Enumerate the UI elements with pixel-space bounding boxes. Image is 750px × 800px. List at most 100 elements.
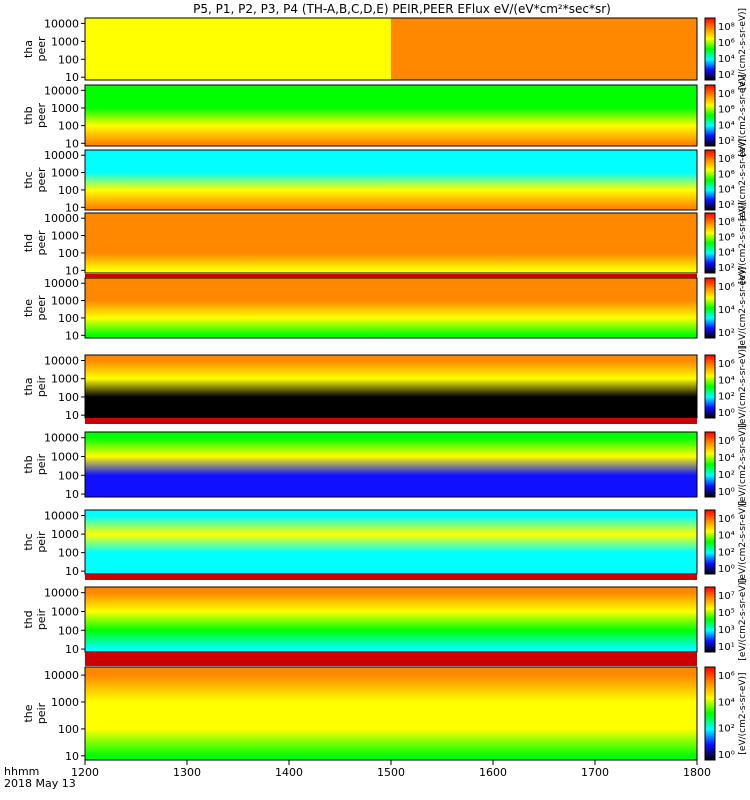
colorbar <box>704 666 716 761</box>
y-tick-label: 10000 <box>44 510 79 523</box>
figure-title: P5, P1, P2, P3, P4 (TH-A,B,C,D,E) PEIR,P… <box>193 2 611 16</box>
spectrogram-segment <box>85 18 391 80</box>
y-tick-label: 10 <box>65 565 79 578</box>
panel-tha-peir: 10 100 1000 10000 tha peir 10⁶ 10⁴ 10² 10⁰ [eV/(cm… <box>22 345 748 427</box>
x-tick-label: 1600 <box>479 766 507 779</box>
y-tick-label: 100 <box>58 547 79 560</box>
colorbar-tick-label: 10⁵ <box>718 608 735 619</box>
panel-thc-peir: 10 100 1000 10000 thc peir 10⁶ 10⁴ 10² 10⁰ [eV/(cm… <box>22 501 748 583</box>
colorbar <box>704 84 716 147</box>
colorbar-tick-label: 10⁴ <box>718 305 735 316</box>
y-tick-label: 10 <box>65 643 79 656</box>
y-tick-label: 100 <box>58 391 79 404</box>
colorbar <box>704 586 716 653</box>
colorbar-tick-label: 10⁸ <box>718 154 735 165</box>
panel-thd-peir: 10 100 1000 10000 thd peir 10⁷ 10⁵ 10³ 10¹ [eV/(cm… <box>22 578 748 660</box>
panel-thb-peir: 10 100 1000 10000 thb peir 10⁶ 10⁴ 10² 10⁰ [eV/(cm… <box>22 423 748 505</box>
y-tick-label: 100 <box>58 624 79 637</box>
colorbar-tick-label: 10⁶ <box>718 671 735 682</box>
y-tick-label: 100 <box>58 723 79 736</box>
x-tick-label: 1800 <box>683 766 711 779</box>
colorbar-tick-label: 10⁶ <box>718 232 735 243</box>
colorbar-tick-label: 10² <box>718 470 735 481</box>
x-axis: 1200 1300 1400 1500 1600 1700 1800 <box>71 760 711 779</box>
colorbar-tick-label: 10⁴ <box>718 531 735 542</box>
panel-separator <box>85 418 697 424</box>
panel-tha-peer: 10 100 1000 10000 tha peer 10⁸ 10⁶ 10⁴ 10² [eV/(cm… <box>22 8 748 90</box>
panel-label-line2: peer <box>35 103 48 129</box>
x-tick-label: 1300 <box>173 766 201 779</box>
panel-label-line1: the <box>22 299 35 317</box>
y-tick-label: 100 <box>58 120 79 133</box>
colorbar-tick-label: 10⁶ <box>718 169 735 180</box>
colorbar-title: [eV/(cm2-s-sr-eV)] <box>738 139 748 221</box>
panel-label-line2: peir <box>35 702 48 724</box>
colorbar-tick-label: 10² <box>718 547 735 558</box>
spectrogram-segment <box>391 18 697 80</box>
panel-thb-peer: 10 100 1000 10000 thb peer 10⁸ 10⁶ 10⁴ 10² [eV/(cm… <box>22 74 748 156</box>
y-tick-label: 10000 <box>44 354 79 367</box>
x-tick-label: 1200 <box>71 766 99 779</box>
colorbar <box>704 149 716 211</box>
colorbar-tick-label: 10⁶ <box>718 105 735 116</box>
colorbar-tick-label: 10² <box>718 724 735 735</box>
y-tick-label: 1000 <box>51 35 79 48</box>
colorbar-title: [eV/(cm2-s-sr-eV)] <box>738 267 748 349</box>
colorbar-tick-label: 10⁴ <box>718 375 735 386</box>
colorbar-tick-label: 10⁴ <box>718 453 735 464</box>
colorbar-tick-label: 10³ <box>718 625 735 636</box>
y-tick-label: 1000 <box>51 295 79 308</box>
y-tick-label: 1000 <box>51 373 79 386</box>
panel-label-line1: tha <box>22 377 35 395</box>
y-tick-label: 10 <box>65 488 79 501</box>
y-tick-label: 10000 <box>44 432 79 445</box>
x-date-label: 2018 May 13 <box>4 777 76 790</box>
panel-label-line1: the <box>22 704 35 722</box>
colorbar-tick-label: 10⁸ <box>718 89 735 100</box>
colorbar-tick-label: 10⁸ <box>718 217 735 228</box>
colorbar <box>704 509 716 575</box>
x-tick-label: 1400 <box>275 766 303 779</box>
colorbar <box>704 17 716 81</box>
panel-frame <box>84 212 698 274</box>
x-tick-label: 1500 <box>377 766 405 779</box>
panel-separator <box>85 574 697 580</box>
spectrogram-segment <box>85 432 697 497</box>
y-tick-label: 10 <box>65 137 79 150</box>
panel-label-line1: tha <box>22 40 35 58</box>
colorbar-title: [eV/(cm2-s-sr-eV)] <box>738 8 748 90</box>
y-tick-label: 10 <box>65 71 79 84</box>
panel-label-line2: peir <box>35 375 48 397</box>
y-tick-label: 10000 <box>44 149 79 162</box>
y-tick-label: 1000 <box>51 102 79 115</box>
panel-label-line2: peer <box>35 36 48 62</box>
colorbar <box>704 431 716 498</box>
panel-the-peir: 10 100 1000 10000 the peir 10⁶ 10⁴ 10² 10⁰[eV/(cm… <box>22 666 748 763</box>
colorbar-tick-label: 10⁴ <box>718 185 735 196</box>
colorbar-tick-label: 10⁶ <box>718 38 735 49</box>
y-tick-label: 1000 <box>51 696 79 709</box>
colorbar-tick-label: 10⁶ <box>718 514 735 525</box>
y-tick-label: 10 <box>65 750 79 763</box>
colorbar-tick-label: 10⁰ <box>718 487 735 498</box>
colorbar-tick-label: 10⁴ <box>718 697 735 708</box>
colorbar-tick-label: 10⁰ <box>718 408 735 419</box>
panel-label-line1: thb <box>22 106 35 124</box>
y-tick-label: 10000 <box>44 212 79 225</box>
panel-separator <box>85 652 697 658</box>
panel-separator <box>85 274 697 278</box>
panel-label-line2: peir <box>35 531 48 553</box>
colorbar-title: [eV/(cm2-s-sr-eV)] <box>738 74 748 156</box>
colorbar-tick-label: 10² <box>718 263 735 274</box>
colorbar-tick-label: 10² <box>718 70 735 81</box>
panel-label-line1: thb <box>22 455 35 473</box>
colorbar-tick-label: 10⁶ <box>718 436 735 447</box>
colorbar <box>704 354 716 419</box>
spectrogram-segment <box>85 355 697 418</box>
panel-label-line2: peir <box>35 453 48 475</box>
spectrogram-segment <box>85 85 697 146</box>
y-tick-label: 10000 <box>44 587 79 600</box>
panel-thd-peer: 10 100 1000 10000 thd peer 10⁸ 10⁶ 10⁴ 10² [eV/(cm… <box>22 202 748 284</box>
colorbar-tick-label: 10⁰ <box>718 750 735 761</box>
